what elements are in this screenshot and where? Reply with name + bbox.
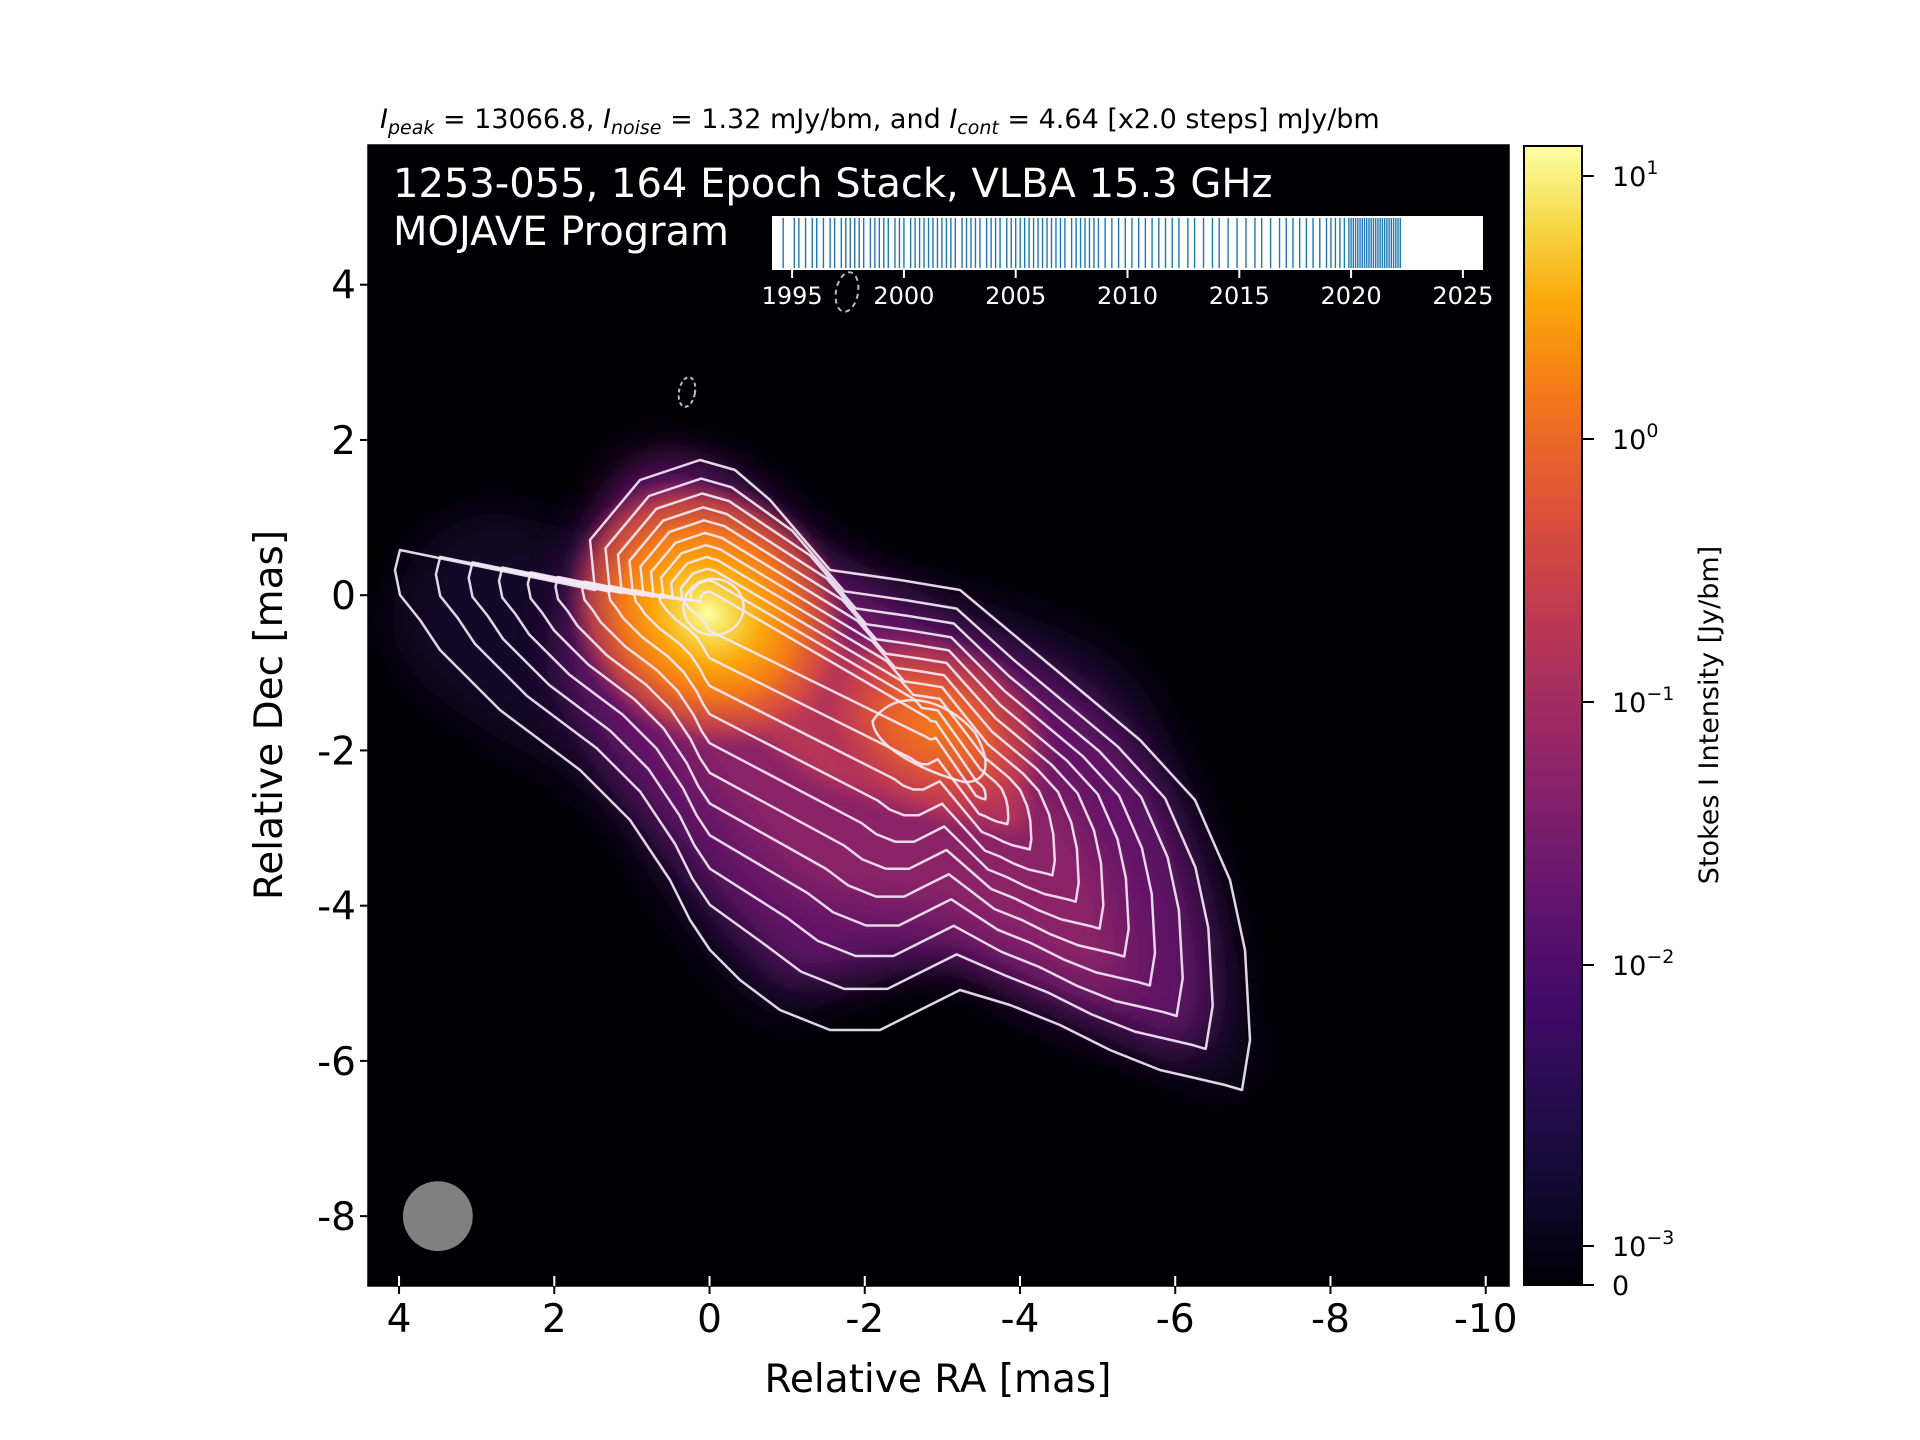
plot-area: 1253-055, 164 Epoch Stack, VLBA 15.3 GHz… bbox=[317, 144, 1518, 1342]
timeline-tick-label: 2025 bbox=[1432, 282, 1493, 310]
y-tick-label: 2 bbox=[331, 419, 356, 464]
timeline-tick-label: 2005 bbox=[985, 282, 1046, 310]
contour-lines bbox=[393, 458, 1252, 1092]
contour-level bbox=[434, 477, 1214, 1051]
contour-level bbox=[607, 555, 1057, 877]
contour-level bbox=[554, 531, 1105, 930]
colorbar-frame bbox=[1523, 145, 1583, 1286]
title-symbol: I bbox=[949, 104, 957, 135]
title-text: = 1.32 mJy/bm, and bbox=[662, 104, 950, 135]
source-annotation: 1253-055, 164 Epoch Stack, VLBA 15.3 GHz bbox=[393, 161, 1272, 207]
contour-level bbox=[467, 492, 1184, 1018]
contour-level bbox=[683, 590, 987, 801]
contour-level bbox=[633, 567, 1033, 851]
program-annotation: MOJAVE Program bbox=[393, 209, 729, 255]
colorbar-gradient bbox=[1524, 146, 1582, 1285]
x-tick-label: -10 bbox=[1454, 1297, 1518, 1342]
colorbar-ticks: 101 100 10−1 10−2 10−3 0 bbox=[1582, 157, 1674, 1302]
colorbar-tick-label: 10−3 bbox=[1612, 1227, 1674, 1263]
contour-core-peak bbox=[682, 577, 745, 637]
plot-frame bbox=[367, 144, 1510, 1287]
contour-level bbox=[658, 579, 1010, 826]
timeline-tick-label: 2015 bbox=[1209, 282, 1270, 310]
x-tick-label: 2 bbox=[542, 1297, 567, 1342]
colorbar-label: Stokes I Intensity [Jy/bm] bbox=[1694, 546, 1725, 884]
colorbar-tick-label: 0 bbox=[1612, 1271, 1629, 1302]
x-tick-label: 0 bbox=[697, 1297, 722, 1342]
colorbar-tick-label: 101 bbox=[1612, 157, 1658, 193]
dashed-ellipse bbox=[834, 271, 860, 313]
chart-title: Ipeak = 13066.8, Inoise = 1.32 mJy/bm, a… bbox=[380, 104, 1380, 139]
timeline-tick-label: 2010 bbox=[1097, 282, 1158, 310]
colorbar-tick-label: 10−2 bbox=[1612, 946, 1674, 982]
x-tick-label: 4 bbox=[387, 1297, 412, 1342]
contour-level bbox=[393, 458, 1252, 1092]
y-tick-label: 4 bbox=[331, 264, 356, 309]
contour-level bbox=[497, 506, 1157, 987]
colorbar: 101 100 10−1 10−2 10−3 0 Stokes I Intensity [… bbox=[1523, 145, 1725, 1302]
dashed-ellipse bbox=[677, 376, 697, 408]
x-tick-label: -2 bbox=[845, 1297, 884, 1342]
contour-knot bbox=[871, 698, 987, 784]
x-tick-label: -6 bbox=[1156, 1297, 1195, 1342]
y-tick-label: -6 bbox=[317, 1040, 356, 1085]
colorbar-tick-label: 100 bbox=[1612, 420, 1658, 456]
y-tick-label: -8 bbox=[317, 1195, 356, 1240]
title-text: = 4.64 [x2.0 steps] mJy/bm bbox=[999, 104, 1380, 135]
y-tick-label: 0 bbox=[331, 574, 356, 619]
x-tick-label: -8 bbox=[1311, 1297, 1350, 1342]
overlay: 1253-055, 164 Epoch Stack, VLBA 15.3 GHz… bbox=[393, 161, 1493, 1252]
core-component bbox=[564, 477, 852, 751]
timeline-tick-label: 2020 bbox=[1321, 282, 1382, 310]
y-tick-label: -2 bbox=[317, 729, 356, 774]
contour-level bbox=[581, 543, 1080, 903]
colorbar-tick-label: 10−1 bbox=[1612, 683, 1674, 719]
title-subscript: noise bbox=[611, 117, 662, 139]
y-axis-label: Relative Dec [mas] bbox=[247, 530, 292, 900]
beam-ellipse bbox=[402, 1181, 473, 1252]
y-tick-label: -4 bbox=[317, 885, 356, 930]
title-subscript: cont bbox=[957, 117, 1000, 139]
x-tick-label: -4 bbox=[1001, 1297, 1040, 1342]
timeline-tick-label: 1995 bbox=[762, 282, 823, 310]
title-symbol: I bbox=[380, 104, 388, 135]
axes: 4 2 0 -2 -4 -6 -8 -10 4 2 0 -2 -4 -6 -8 bbox=[317, 264, 1517, 1342]
x-axis-label: Relative RA [mas] bbox=[765, 1357, 1112, 1402]
timeline-tick-label: 2000 bbox=[873, 282, 934, 310]
title-subscript: peak bbox=[387, 117, 435, 139]
title-symbol: I bbox=[603, 104, 611, 135]
title-text: = 13066.8, bbox=[434, 104, 603, 135]
contour-level bbox=[526, 519, 1130, 958]
